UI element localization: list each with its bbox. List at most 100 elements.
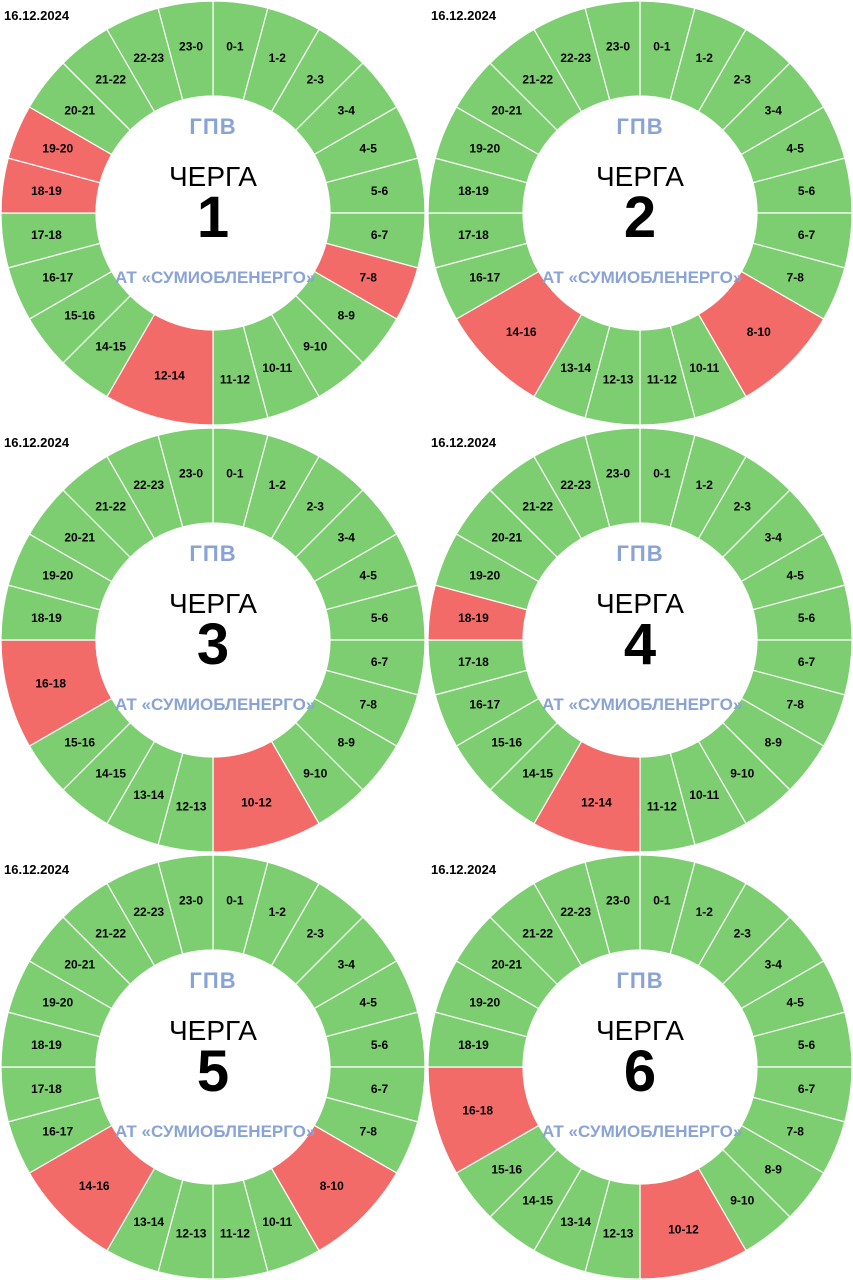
segment-label: 19-20 [42, 996, 73, 1010]
segment-label: 5-6 [371, 1038, 389, 1052]
segment-label: 18-19 [31, 184, 62, 198]
schedule-panel-queue-3: 0-1 1-2 2-3 3-4 4-5 5-6 6-7 7-8 8-9 9-10 10-12 12-1… [0, 427, 426, 853]
segment-label: 10-12 [241, 795, 272, 809]
schedule-panel-queue-1: 0-1 1-2 2-3 3-4 4-5 5-6 6-7 7-8 8-9 9-10 10-11 11-1… [0, 0, 426, 426]
company-name: АТ «СУМИОБЛЕНЕРГО» [542, 268, 743, 287]
date-label: 16.12.2024 [4, 435, 70, 450]
segment-label: 19-20 [469, 996, 500, 1010]
segment-label: 23-0 [179, 39, 203, 53]
segment-label: 13-14 [560, 361, 591, 375]
segment-label: 9-10 [303, 766, 327, 780]
segment-label: 9-10 [730, 1193, 754, 1207]
segment-label: 15-16 [491, 735, 522, 749]
segment-label: 17-18 [458, 228, 489, 242]
segment-label: 8-9 [338, 308, 356, 322]
queue-word: ЧЕРГА [596, 1015, 684, 1046]
segment-label: 16-18 [462, 1103, 493, 1117]
segment-label: 4-5 [787, 142, 805, 156]
segment-label: 8-9 [765, 735, 783, 749]
segment-label: 10-12 [668, 1222, 699, 1236]
segment-label: 5-6 [371, 184, 389, 198]
segment-label: 22-23 [133, 905, 164, 919]
segment-label: 22-23 [560, 478, 591, 492]
schedule-panel-queue-2: 0-1 1-2 2-3 3-4 4-5 5-6 6-7 7-8 8-10 10-11 11-12 12… [427, 0, 853, 426]
segment-label: 5-6 [798, 611, 816, 625]
company-name: АТ «СУМИОБЛЕНЕРГО» [115, 695, 316, 714]
center-title: ГПВ [616, 968, 664, 993]
segment-label: 16-17 [469, 697, 500, 711]
segment-label: 10-11 [689, 361, 719, 375]
segment-label: 14-16 [506, 325, 537, 339]
segment-23-0-power [584, 0, 641, 101]
schedule-panel-queue-5: 0-1 1-2 2-3 3-4 4-5 5-6 6-7 7-8 8-10 10-11 11-12 12… [0, 854, 426, 1280]
segment-label: 7-8 [787, 697, 805, 711]
segment-label: 21-22 [95, 927, 126, 941]
segment-label: 11-12 [647, 373, 677, 387]
segment-label: 18-19 [458, 184, 489, 198]
segment-label: 2-3 [734, 927, 752, 941]
segment-label: 18-19 [31, 1038, 62, 1052]
segment-label: 1-2 [269, 478, 287, 492]
queue-number: 5 [196, 1039, 230, 1104]
segment-label: 13-14 [133, 1215, 164, 1229]
segment-label: 2-3 [307, 73, 325, 87]
segment-label: 20-21 [64, 104, 95, 118]
donut-center [523, 523, 757, 757]
donut-chart: 0-1 1-2 2-3 3-4 4-5 5-6 6-7 7-8 8-10 10-11 11-12 12… [0, 854, 426, 1280]
queue-number: 3 [196, 612, 230, 677]
segment-label: 11-12 [647, 800, 677, 814]
segment-label: 21-22 [522, 927, 553, 941]
segment-label: 1-2 [696, 905, 714, 919]
segment-label: 1-2 [269, 905, 287, 919]
segment-label: 8-9 [338, 735, 356, 749]
company-name: АТ «СУМИОБЛЕНЕРГО» [542, 695, 743, 714]
segment-23-0-power [157, 854, 214, 955]
segment-label: 1-2 [696, 478, 714, 492]
segment-label: 6-7 [798, 228, 816, 242]
donut-center [523, 96, 757, 330]
segment-label: 3-4 [765, 958, 783, 972]
segment-label: 6-7 [371, 655, 389, 669]
segment-label: 4-5 [787, 996, 805, 1010]
segment-label: 1-2 [269, 51, 287, 65]
company-name: АТ «СУМИОБЛЕНЕРГО» [115, 1122, 316, 1141]
segment-label: 15-16 [491, 1162, 522, 1176]
center-title: ГПВ [189, 114, 237, 139]
segment-label: 0-1 [653, 466, 671, 480]
segment-label: 2-3 [734, 500, 752, 514]
donut-center [523, 950, 757, 1184]
segment-label: 11-12 [220, 373, 250, 387]
segment-label: 6-7 [798, 655, 816, 669]
segment-label: 7-8 [787, 270, 805, 284]
segment-label: 7-8 [787, 1124, 805, 1138]
segment-label: 2-3 [307, 927, 325, 941]
segment-label: 22-23 [560, 51, 591, 65]
segment-23-0-power [157, 0, 214, 101]
segment-label: 14-15 [95, 339, 126, 353]
segment-label: 8-10 [747, 325, 771, 339]
segment-label: 14-15 [95, 766, 126, 780]
segment-label: 10-11 [689, 788, 719, 802]
segment-label: 13-14 [560, 1215, 591, 1229]
segment-label: 23-0 [179, 466, 203, 480]
segment-label: 0-1 [226, 39, 244, 53]
donut-chart: 0-1 1-2 2-3 3-4 4-5 5-6 6-7 7-8 8-9 9-10 10-11 11-1… [427, 427, 853, 853]
segment-label: 5-6 [371, 611, 389, 625]
queue-word: ЧЕРГА [169, 1015, 257, 1046]
donut-chart: 0-1 1-2 2-3 3-4 4-5 5-6 6-7 7-8 8-9 9-10 10-12 12-1… [427, 854, 853, 1280]
center-title: ГПВ [616, 541, 664, 566]
segment-label: 6-7 [371, 228, 389, 242]
date-label: 16.12.2024 [431, 862, 497, 877]
segment-label: 20-21 [491, 104, 522, 118]
segment-label: 1-2 [696, 51, 714, 65]
segment-label: 21-22 [522, 500, 553, 514]
segment-label: 23-0 [606, 39, 630, 53]
segment-23-0-power [157, 427, 214, 528]
company-name: АТ «СУМИОБЛЕНЕРГО» [542, 1122, 743, 1141]
segment-label: 0-1 [226, 466, 244, 480]
donut-chart: 0-1 1-2 2-3 3-4 4-5 5-6 6-7 7-8 8-9 9-10 10-11 11-1… [0, 0, 426, 426]
donut-center [96, 523, 330, 757]
segment-label: 15-16 [64, 735, 95, 749]
segment-label: 10-11 [262, 1215, 292, 1229]
segment-label: 16-17 [42, 270, 73, 284]
